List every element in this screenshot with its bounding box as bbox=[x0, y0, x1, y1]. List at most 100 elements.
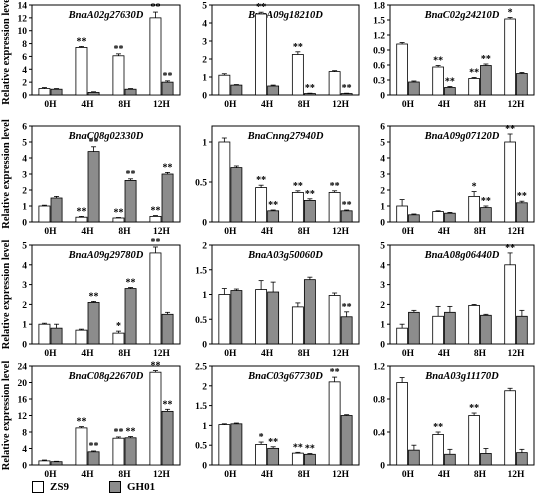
bar-zs9-12h bbox=[504, 18, 516, 96]
y-tick-label: 2 bbox=[202, 242, 207, 252]
panel-title: BnaC03g67730D bbox=[247, 371, 323, 382]
y-tick-label: 0 bbox=[22, 219, 27, 229]
bar-gh01-4h bbox=[444, 311, 456, 345]
panel-8: BnaA03g50060D 0 0.5 1 1.5 2 0H 4H 8H ** 12H bbox=[195, 242, 360, 359]
bar-gh01-12h bbox=[340, 415, 353, 466]
y-tick-label: 5 bbox=[22, 242, 27, 252]
bar-zs9-0h bbox=[38, 88, 51, 96]
x-tick-label: 0H bbox=[44, 227, 57, 237]
significance-mark: ** bbox=[505, 124, 515, 135]
panel-title: BnaA08g06440D bbox=[424, 250, 500, 261]
bar-zs9-4h bbox=[255, 444, 268, 466]
y-tick-label: 0.5 bbox=[195, 316, 207, 326]
y-tick-label: 4 bbox=[380, 261, 385, 271]
significance-mark: ** bbox=[76, 417, 86, 428]
y-tick-label: 3 bbox=[380, 281, 385, 291]
y-tick-label: 0 bbox=[380, 219, 385, 229]
y-tick-label: 0 bbox=[380, 92, 385, 102]
x-tick-label: 12H bbox=[153, 100, 171, 110]
y-tick-label: 0 bbox=[22, 341, 27, 351]
y-tick-label: 1 bbox=[202, 291, 207, 301]
significance-mark: ** bbox=[445, 77, 455, 88]
bar-gh01-4h bbox=[444, 87, 456, 96]
x-tick-label: 12H bbox=[508, 470, 526, 480]
y-tick-label: 12 bbox=[18, 14, 28, 24]
bar-gh01-8h bbox=[480, 65, 492, 96]
x-tick-label: 12H bbox=[508, 100, 526, 110]
y-tick-label: 1 bbox=[22, 321, 27, 331]
significance-mark: ** bbox=[481, 196, 491, 207]
significance-mark: ** bbox=[505, 243, 515, 254]
bar-zs9-8h bbox=[112, 217, 125, 223]
x-tick-label: 0H bbox=[44, 100, 57, 110]
significance-mark: ** bbox=[113, 208, 123, 219]
y-tick-label: 1 bbox=[380, 203, 385, 213]
y-tick-label: 8 bbox=[22, 429, 27, 439]
bar-zs9-8h bbox=[468, 304, 480, 345]
bar-gh01-4h bbox=[267, 291, 280, 345]
y-tick-label: 3 bbox=[202, 38, 207, 48]
significance-mark: ** bbox=[268, 437, 278, 448]
bar-gh01-0h bbox=[408, 311, 420, 345]
panel-frame bbox=[211, 4, 360, 96]
x-tick-label: 4H bbox=[261, 100, 274, 110]
bar-zs9-4h bbox=[75, 216, 88, 223]
significance-mark: * bbox=[259, 432, 264, 443]
x-tick-label: 0H bbox=[402, 349, 415, 359]
bar-gh01-12h bbox=[161, 313, 174, 345]
y-tick-label: 16 bbox=[18, 396, 28, 406]
y-tick-label: 5 bbox=[202, 2, 207, 12]
x-tick-label: 8H bbox=[118, 349, 131, 359]
bar-zs9-12h bbox=[149, 371, 162, 466]
y-tick-label: 0.4 bbox=[373, 429, 385, 439]
panel-title: BnaA03g50060D bbox=[247, 250, 323, 261]
y-axis-label: Relative expression level bbox=[1, 119, 12, 229]
bar-zs9-8h bbox=[291, 306, 304, 345]
bar-gh01-12h bbox=[340, 210, 353, 223]
bar-zs9-0h bbox=[218, 141, 231, 223]
y-tick-label: 4 bbox=[22, 445, 27, 455]
y-tick-label: 2 bbox=[22, 79, 27, 89]
bar-zs9-12h bbox=[328, 295, 341, 345]
bar-zs9-0h bbox=[38, 205, 51, 223]
x-tick-label: 8H bbox=[474, 100, 487, 110]
y-tick-label: 12 bbox=[18, 412, 28, 422]
significance-mark: ** bbox=[305, 189, 315, 200]
significance-mark: ** bbox=[293, 442, 303, 453]
x-tick-label: 0H bbox=[224, 349, 237, 359]
bar-zs9-0h bbox=[218, 74, 231, 96]
bar-gh01-8h bbox=[480, 207, 492, 223]
bar-zs9-0h bbox=[218, 424, 231, 466]
bar-gh01-0h bbox=[230, 423, 243, 466]
y-tick-label: 6 bbox=[22, 53, 27, 63]
x-tick-label: 12H bbox=[332, 227, 350, 237]
bar-gh01-0h bbox=[408, 81, 420, 96]
bar-gh01-12h bbox=[161, 410, 174, 466]
y-tick-label: 0.8 bbox=[373, 396, 385, 406]
significance-mark: ** bbox=[113, 427, 123, 438]
significance-mark: ** bbox=[481, 54, 491, 65]
significance-mark: ** bbox=[342, 83, 352, 94]
bar-gh01-8h bbox=[124, 288, 137, 345]
bar-gh01-8h bbox=[124, 179, 137, 223]
y-tick-label: 2 bbox=[202, 382, 207, 392]
bar-zs9-4h bbox=[255, 289, 268, 345]
bar-gh01-0h bbox=[230, 167, 243, 223]
x-tick-label: 0H bbox=[224, 227, 237, 237]
panel-9: BnaA08g06440D 0 1 2 3 4 5 0H 4H 8H ** 12H bbox=[380, 242, 535, 359]
y-axis-label: Relative expression level bbox=[1, 0, 12, 105]
x-tick-label: 4H bbox=[81, 349, 94, 359]
panel-title: BnaA09g29780D bbox=[68, 250, 144, 261]
x-tick-label: 0H bbox=[224, 470, 237, 480]
panel-title: BnaCnng27940D bbox=[247, 131, 324, 142]
y-tick-label: 0 bbox=[22, 92, 27, 102]
y-tick-label: 0.5 bbox=[195, 179, 207, 189]
panel-title: BnaC08g22670D bbox=[68, 371, 144, 382]
y-tick-label: 0.5 bbox=[195, 442, 207, 452]
bar-zs9-0h bbox=[38, 323, 51, 345]
bar-zs9-8h bbox=[291, 54, 304, 96]
y-tick-label: 24 bbox=[18, 363, 28, 373]
significance-mark: ** bbox=[293, 42, 303, 53]
panel-title: BnaA03g11170D bbox=[424, 371, 499, 382]
bar-gh01-0h bbox=[50, 197, 63, 223]
